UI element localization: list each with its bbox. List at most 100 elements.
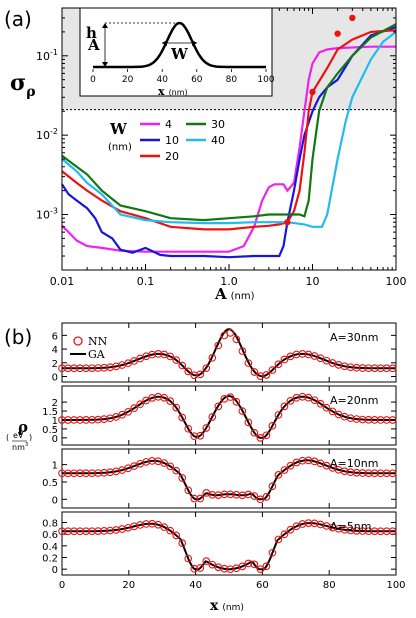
x-tick-label: 80	[323, 580, 336, 591]
nn-point	[274, 471, 283, 479]
nn-point	[268, 482, 277, 491]
inset-tick-label: 40	[156, 75, 168, 85]
marker-point-2	[334, 30, 341, 37]
nn-point	[58, 469, 66, 478]
nn-point	[64, 364, 72, 373]
nn-point	[190, 432, 199, 441]
y-tick-label: 0	[52, 373, 58, 384]
nn-point	[298, 350, 307, 358]
panel-a-markers-group	[284, 14, 356, 226]
subplot-0: 0 2 4 6 A=30nm	[52, 322, 397, 384]
nn-point	[262, 431, 271, 440]
y-tick-mantissa: 10	[36, 50, 50, 63]
nn-point	[286, 461, 295, 470]
nn-point	[82, 527, 90, 536]
subplot-label: A=30nm	[330, 331, 378, 344]
y-tick-label: 2	[52, 359, 58, 370]
inset-tick-label: 100	[257, 75, 274, 85]
nn-point	[100, 468, 108, 477]
y-tick-label: 2	[52, 398, 58, 409]
y-tick-label: 10-2	[36, 127, 58, 142]
nn-point	[208, 353, 217, 362]
nn-point	[166, 526, 175, 535]
nn-point	[196, 564, 205, 572]
nn-point	[382, 527, 391, 536]
nn-point	[358, 364, 367, 372]
nn-point	[166, 462, 175, 471]
nn-point	[154, 350, 163, 358]
nn-point	[58, 527, 66, 536]
subplot-frame	[61, 385, 397, 446]
subplot-2: 0 0.5 1 A=10nm	[42, 448, 397, 509]
nn-point	[208, 490, 217, 499]
subplot-label: A=5nm	[330, 520, 371, 533]
nn-point	[364, 415, 373, 424]
y-tick-mantissa: 10	[36, 129, 50, 142]
y-tick-exponent: -1	[50, 48, 58, 57]
x-tick-label: 10	[306, 275, 320, 288]
y-tick-label: 10-3	[36, 207, 58, 222]
nn-point	[364, 364, 373, 373]
svg-text:3: 3	[25, 442, 28, 448]
nn-point	[184, 486, 193, 495]
nn-point	[70, 527, 78, 536]
nn-point	[76, 469, 84, 478]
nn-point	[256, 565, 265, 574]
nn-point	[142, 520, 151, 528]
y-tick-exponent: -2	[50, 127, 58, 136]
ga-line	[62, 459, 396, 501]
panel-b-legend: NN GA	[70, 335, 108, 361]
nn-point	[250, 560, 259, 569]
y-tick-label: 4	[52, 345, 58, 356]
nn-point	[178, 539, 187, 548]
nn-point	[58, 364, 66, 373]
x-tick-label: 40	[189, 580, 202, 591]
nn-point	[388, 416, 397, 424]
ga-line	[62, 522, 396, 571]
nn-point	[358, 415, 367, 424]
nn-point	[226, 329, 235, 337]
nn-point	[214, 402, 223, 411]
inset-A-arrowhead-top	[102, 23, 108, 28]
y-tick-label: 10-1	[36, 48, 58, 63]
nn-point	[238, 562, 247, 571]
nn-point	[166, 352, 175, 361]
legend-a-label-w10: 10	[165, 134, 179, 147]
nn-point	[100, 363, 108, 372]
nn-point	[376, 416, 385, 424]
y-tick-label: 0.8	[42, 519, 58, 530]
inset-xlabel: x (nm)	[158, 85, 188, 98]
panel-b-xlabel: x (nm)	[210, 598, 244, 614]
subplot-frame	[61, 511, 397, 576]
x-tick-label: 1.0	[220, 275, 238, 288]
nn-point	[352, 527, 361, 535]
nn-point	[172, 466, 181, 475]
nn-point	[190, 494, 199, 503]
nn-point	[286, 525, 295, 534]
nn-point	[286, 397, 295, 405]
nn-point	[376, 527, 385, 536]
legend-b-nn-label: NN	[88, 335, 108, 348]
nn-point	[382, 416, 391, 424]
nn-point	[280, 466, 289, 474]
subplot-label: A=10nm	[330, 457, 378, 470]
inset-A-arrowhead-bottom	[102, 62, 108, 67]
subplot-frame	[61, 322, 397, 383]
nn-point	[250, 368, 259, 376]
nn-point	[262, 562, 271, 571]
y-tick-label: 0.4	[42, 542, 58, 553]
nn-point	[178, 413, 187, 422]
nn-point	[274, 535, 283, 544]
inset-A-label: A	[87, 36, 100, 54]
nn-point	[70, 416, 78, 424]
nn-point	[196, 494, 205, 503]
nn-point	[376, 469, 385, 478]
nn-point	[64, 527, 72, 536]
inset-x-ticks: 0 20 40 60 80 100	[90, 69, 275, 85]
y-tick-label: 1	[52, 416, 58, 427]
nn-point	[172, 356, 181, 364]
nn-point	[304, 519, 313, 527]
inset-W-arrowhead-right	[192, 40, 197, 46]
nn-point	[250, 492, 259, 500]
panel-a-xlabel: A (nm)	[214, 285, 255, 303]
